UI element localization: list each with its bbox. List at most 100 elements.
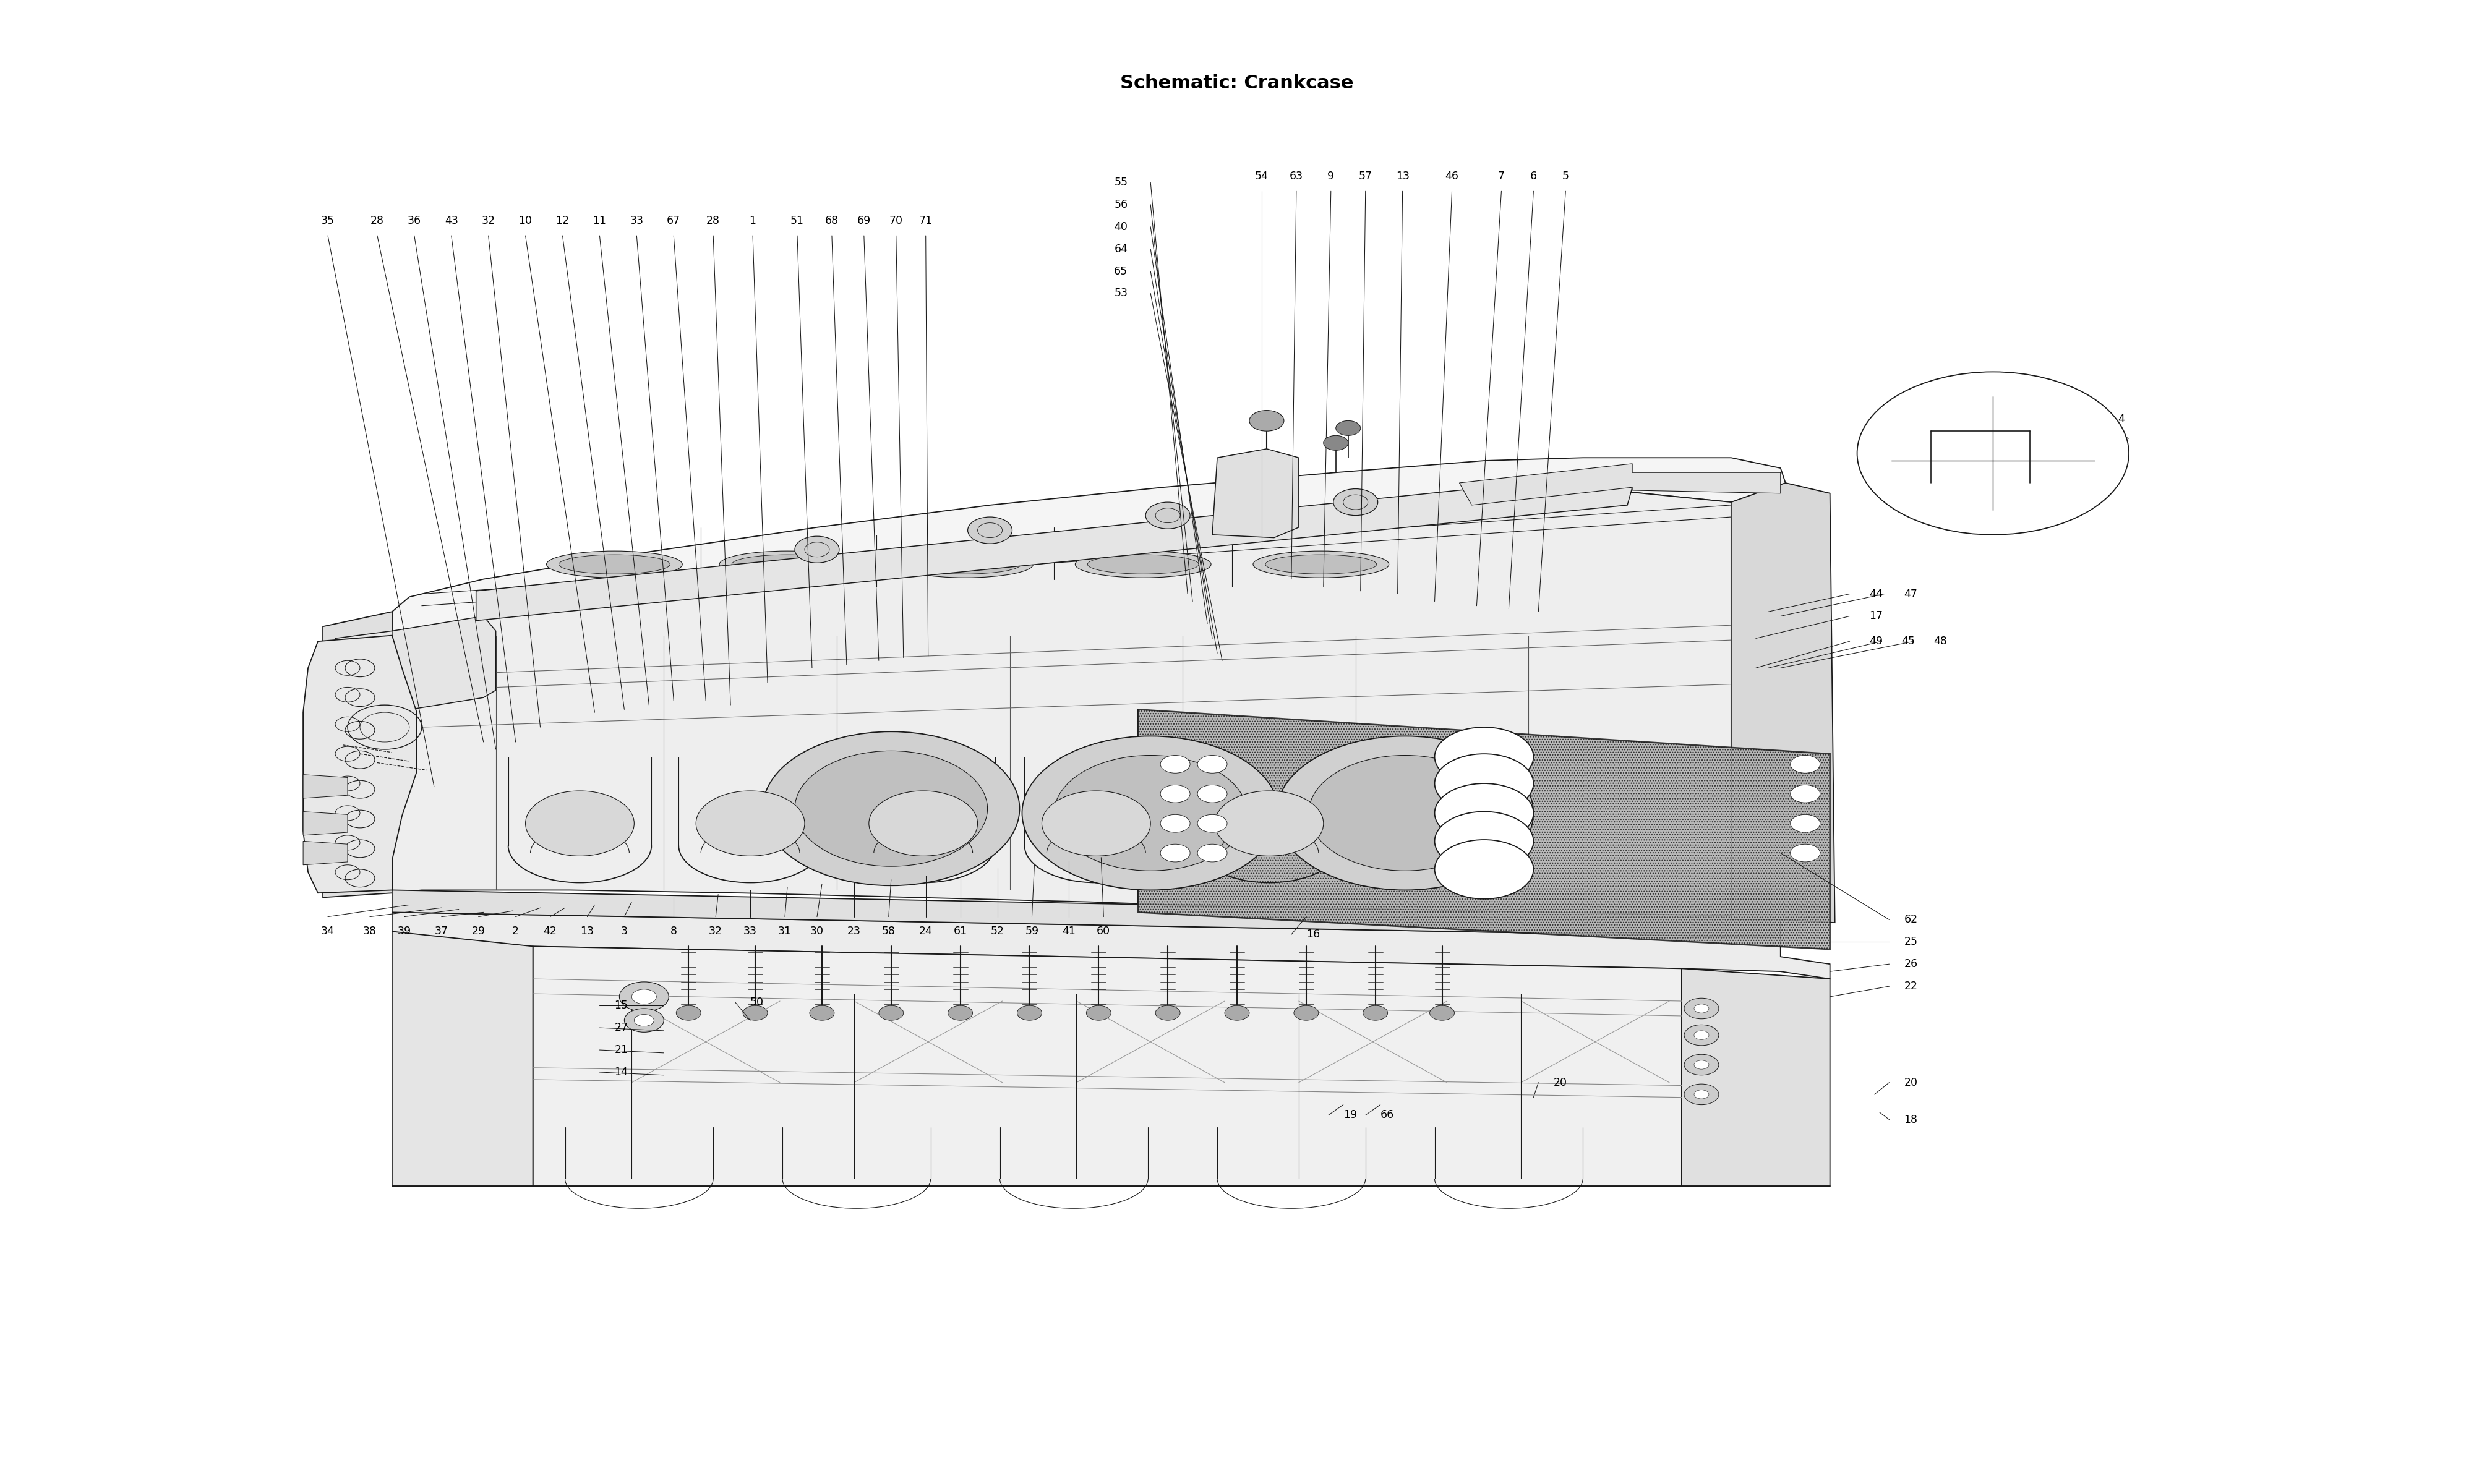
Text: 7: 7	[1497, 171, 1504, 183]
Circle shape	[967, 516, 1012, 543]
Text: 12: 12	[557, 215, 569, 227]
Polygon shape	[324, 611, 391, 898]
Polygon shape	[304, 775, 349, 798]
Text: 33: 33	[745, 926, 757, 936]
Circle shape	[1160, 755, 1190, 773]
Text: 52: 52	[990, 926, 1004, 936]
Polygon shape	[391, 890, 1781, 938]
Text: 50: 50	[750, 997, 764, 1008]
Circle shape	[1791, 785, 1821, 803]
Text: 20: 20	[1554, 1077, 1566, 1088]
Circle shape	[1695, 1031, 1710, 1040]
Ellipse shape	[1076, 551, 1212, 577]
Circle shape	[1086, 1006, 1111, 1021]
Text: 29: 29	[473, 926, 485, 936]
Ellipse shape	[1089, 555, 1200, 574]
Text: 2: 2	[512, 926, 520, 936]
Text: 5: 5	[1561, 171, 1569, 183]
Text: 8: 8	[670, 926, 678, 936]
Text: 14: 14	[614, 1067, 628, 1077]
Circle shape	[878, 1006, 903, 1021]
Ellipse shape	[910, 555, 1022, 574]
Polygon shape	[1682, 969, 1831, 1186]
Circle shape	[1333, 488, 1378, 515]
Circle shape	[1215, 791, 1324, 856]
Circle shape	[1160, 815, 1190, 833]
Circle shape	[1145, 502, 1190, 528]
Text: 61: 61	[952, 926, 967, 936]
Text: 54: 54	[1254, 171, 1269, 183]
Text: 47: 47	[1905, 588, 1917, 600]
Circle shape	[618, 982, 668, 1012]
Polygon shape	[475, 472, 1633, 620]
Text: 39: 39	[398, 926, 411, 936]
Circle shape	[524, 791, 633, 856]
Text: 28: 28	[708, 215, 720, 227]
Circle shape	[1435, 812, 1534, 871]
Ellipse shape	[547, 551, 683, 577]
Circle shape	[762, 732, 1019, 886]
Circle shape	[1435, 754, 1534, 813]
Text: 25: 25	[1905, 936, 1917, 947]
Circle shape	[1685, 1083, 1719, 1104]
Text: 20: 20	[1905, 1077, 1917, 1088]
Text: 27: 27	[614, 1022, 628, 1033]
Circle shape	[1309, 755, 1502, 871]
Text: 13: 13	[581, 926, 594, 936]
Text: 62: 62	[1905, 914, 1917, 925]
Text: 28: 28	[371, 215, 383, 227]
Text: 1: 1	[750, 215, 757, 227]
Text: 63: 63	[1289, 171, 1304, 183]
Circle shape	[868, 791, 977, 856]
Text: 31: 31	[779, 926, 792, 936]
Text: 69: 69	[856, 215, 871, 227]
Circle shape	[1197, 815, 1227, 833]
Circle shape	[1685, 999, 1719, 1020]
Text: 40: 40	[1113, 221, 1128, 233]
Text: 67: 67	[668, 215, 680, 227]
Polygon shape	[304, 812, 349, 835]
Text: 42: 42	[544, 926, 557, 936]
Text: 17: 17	[1870, 610, 1883, 622]
Text: 3: 3	[621, 926, 628, 936]
Ellipse shape	[720, 551, 856, 577]
Circle shape	[633, 1015, 653, 1027]
Text: 56: 56	[1113, 199, 1128, 211]
Ellipse shape	[559, 555, 670, 574]
Text: 18: 18	[1905, 1114, 1917, 1125]
Text: 32: 32	[482, 215, 495, 227]
Circle shape	[1277, 736, 1534, 890]
Polygon shape	[1732, 482, 1836, 923]
Polygon shape	[1138, 709, 1831, 950]
Circle shape	[695, 791, 804, 856]
Ellipse shape	[898, 551, 1034, 577]
Text: 24: 24	[918, 926, 933, 936]
Text: 41: 41	[1061, 926, 1076, 936]
Circle shape	[1791, 844, 1821, 862]
Circle shape	[1249, 411, 1284, 430]
Polygon shape	[1460, 463, 1781, 505]
Text: 71: 71	[918, 215, 933, 227]
Text: 55: 55	[1113, 177, 1128, 188]
Text: 13: 13	[1395, 171, 1410, 183]
Circle shape	[1324, 435, 1348, 450]
Circle shape	[1336, 421, 1361, 435]
Circle shape	[1791, 815, 1821, 833]
Circle shape	[623, 1009, 663, 1033]
Circle shape	[675, 1006, 700, 1021]
Text: 45: 45	[1903, 635, 1915, 647]
Text: 53: 53	[1113, 288, 1128, 298]
Text: 34: 34	[322, 926, 334, 936]
Text: 49: 49	[1870, 635, 1883, 647]
Circle shape	[794, 536, 839, 562]
Text: 58: 58	[881, 926, 896, 936]
Polygon shape	[391, 913, 1831, 979]
Text: 46: 46	[1445, 171, 1460, 183]
Polygon shape	[304, 841, 349, 865]
Text: 51: 51	[789, 215, 804, 227]
Circle shape	[1695, 1089, 1710, 1098]
Circle shape	[1197, 785, 1227, 803]
Circle shape	[1363, 1006, 1388, 1021]
Circle shape	[1791, 755, 1821, 773]
Text: 57: 57	[1358, 171, 1373, 183]
